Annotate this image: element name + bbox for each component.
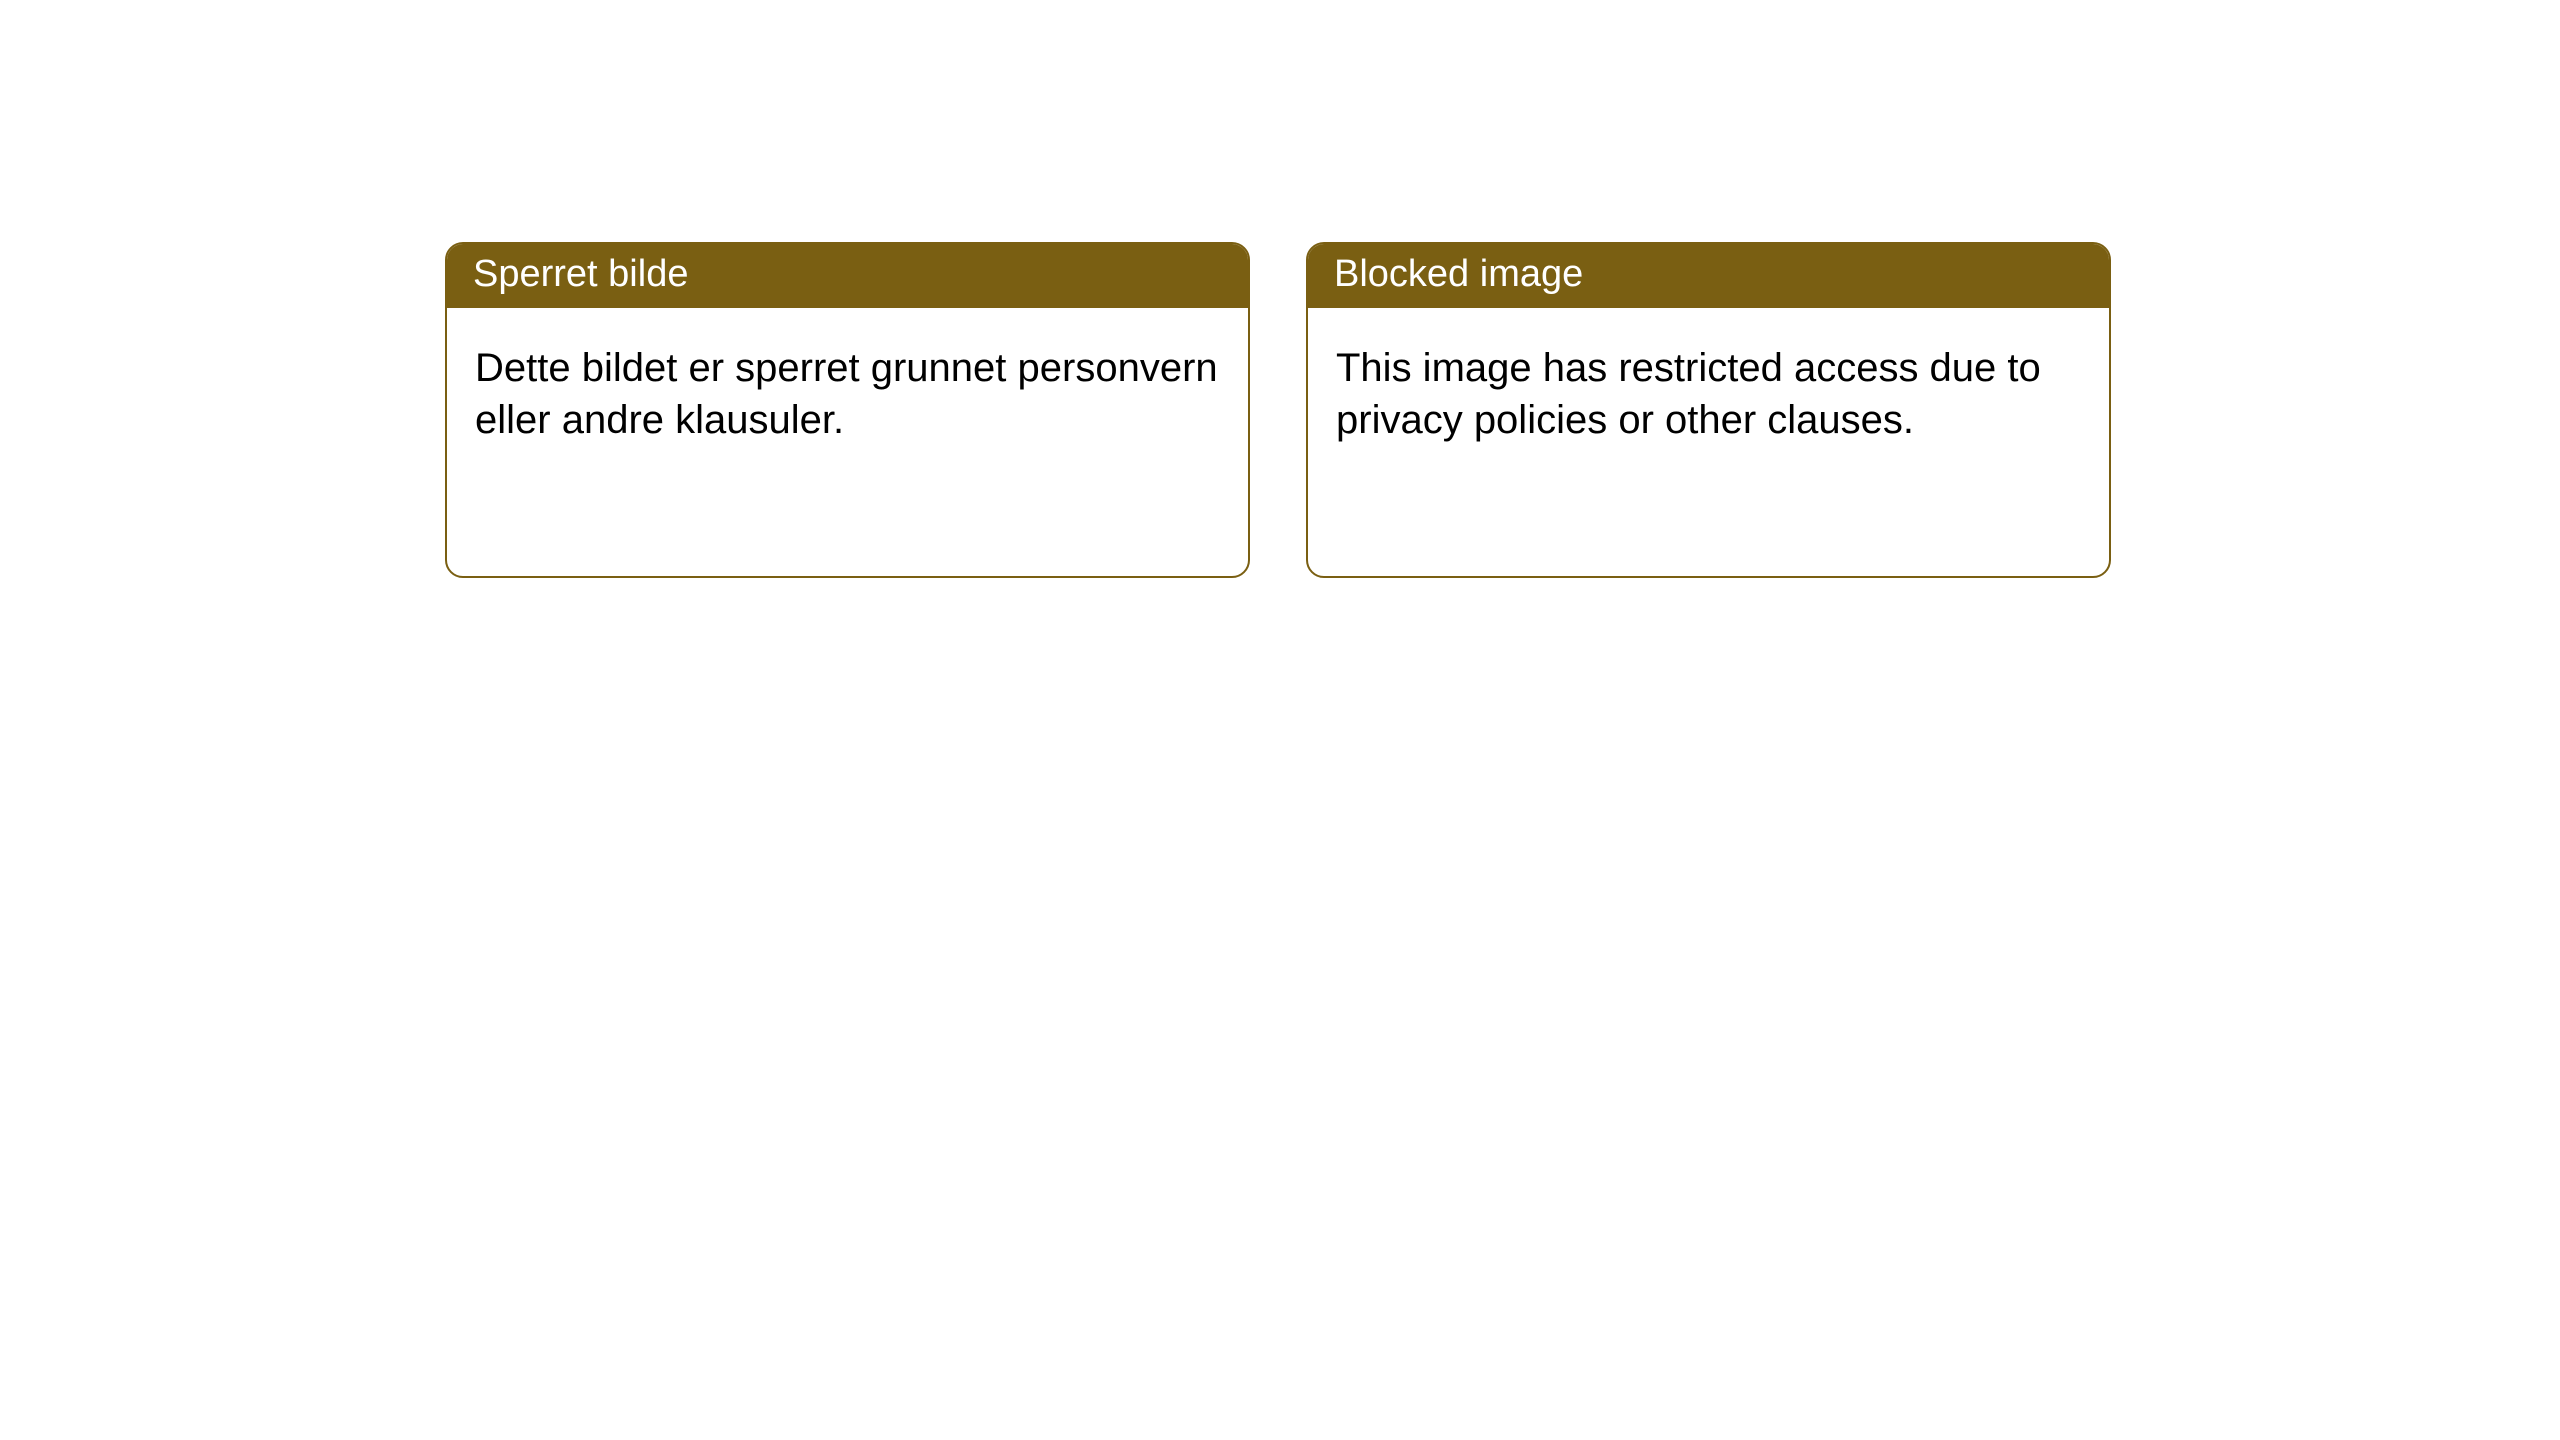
card-body: Dette bildet er sperret grunnet personve… bbox=[447, 308, 1248, 480]
card-header: Blocked image bbox=[1308, 244, 2109, 308]
card-body-text: This image has restricted access due to … bbox=[1336, 346, 2041, 442]
card-header: Sperret bilde bbox=[447, 244, 1248, 308]
card-body-text: Dette bildet er sperret grunnet personve… bbox=[475, 346, 1218, 442]
blocked-image-card-no: Sperret bilde Dette bildet er sperret gr… bbox=[445, 242, 1250, 578]
card-title: Blocked image bbox=[1334, 253, 1583, 295]
card-body: This image has restricted access due to … bbox=[1308, 308, 2109, 480]
blocked-image-card-en: Blocked image This image has restricted … bbox=[1306, 242, 2111, 578]
card-title: Sperret bilde bbox=[473, 253, 688, 295]
cards-container: Sperret bilde Dette bildet er sperret gr… bbox=[0, 0, 2560, 578]
